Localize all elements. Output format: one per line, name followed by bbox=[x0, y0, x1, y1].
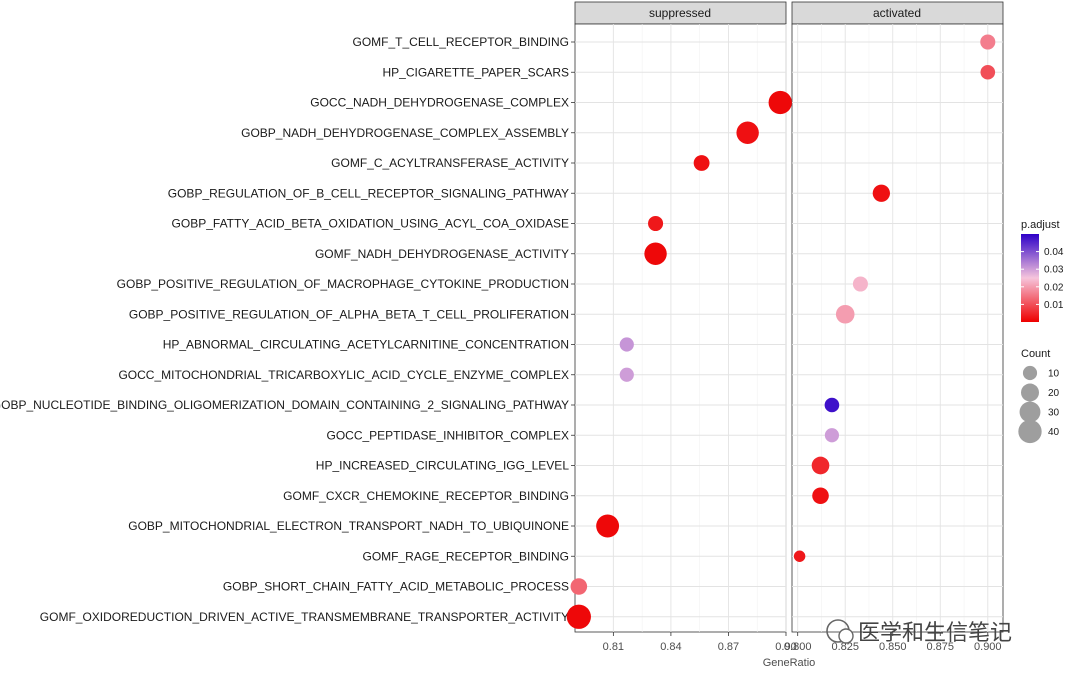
legend-colorbar bbox=[1021, 234, 1039, 322]
legend-colorbar-ticks: 0.01 0.02 0.03 0.04 bbox=[1021, 247, 1064, 311]
point-suppressed bbox=[644, 242, 667, 265]
facet-suppressed: suppressed bbox=[574, 1, 787, 633]
point-suppressed bbox=[693, 155, 710, 171]
size-key-label: 30 bbox=[1048, 408, 1060, 419]
colorbar-tick-label: 0.03 bbox=[1044, 265, 1064, 276]
size-key-dot bbox=[1018, 419, 1042, 444]
legend-size-keys: 10 20 30 40 bbox=[1018, 365, 1060, 444]
point-suppressed bbox=[570, 578, 588, 595]
point-suppressed bbox=[566, 604, 591, 629]
term-label: GOMF_CXCR_CHEMOKINE_RECEPTOR_BINDING bbox=[283, 489, 569, 503]
term-label: GOMF_NADH_DEHYDROGENASE_ACTIVITY bbox=[315, 247, 569, 261]
point-activated bbox=[835, 304, 855, 324]
term-label: GOMF_C_ACYLTRANSFERASE_ACTIVITY bbox=[331, 156, 569, 170]
term-label: HP_ABNORMAL_CIRCULATING_ACETYLCARNITINE_… bbox=[163, 338, 569, 352]
x-axis-ticks-suppressed: 0.81 0.84 0.87 0.90 bbox=[603, 632, 797, 653]
point-suppressed bbox=[619, 367, 634, 382]
term-label: GOBP_NUCLEOTIDE_BINDING_OLIGOMERIZATION_… bbox=[0, 398, 569, 412]
term-label: HP_INCREASED_CIRCULATING_IGG_LEVEL bbox=[316, 459, 570, 473]
point-activated bbox=[812, 487, 829, 505]
x-tick-label: 0.900 bbox=[974, 641, 1002, 653]
point-suppressed bbox=[736, 121, 759, 144]
x-tick-label: 0.825 bbox=[831, 641, 859, 653]
gridlines-activated bbox=[792, 24, 1003, 632]
x-tick-label: 0.87 bbox=[718, 641, 739, 653]
point-suppressed bbox=[648, 215, 664, 232]
x-tick-label: 0.84 bbox=[660, 641, 681, 653]
panel-activated bbox=[791, 23, 1004, 633]
wechat-icon-bubble bbox=[838, 628, 854, 644]
term-label: GOCC_PEPTIDASE_INHIBITOR_COMPLEX bbox=[326, 428, 569, 442]
size-key-dot bbox=[1022, 365, 1038, 381]
point-activated bbox=[793, 550, 806, 562]
legend-count: Count 10 20 30 40 bbox=[1018, 348, 1060, 444]
legend-p-adjust-title: p.adjust bbox=[1021, 219, 1060, 231]
term-label: GOMF_T_CELL_RECEPTOR_BINDING bbox=[353, 35, 570, 49]
facet-strip-label-activated: activated bbox=[873, 6, 921, 20]
point-suppressed bbox=[768, 90, 792, 115]
size-key-label: 20 bbox=[1048, 388, 1060, 399]
facet-activated: activated bbox=[791, 1, 1004, 633]
legend-count-title: Count bbox=[1021, 348, 1050, 360]
x-axis-title: GeneRatio bbox=[763, 657, 816, 669]
term-label: GOBP_NADH_DEHYDROGENASE_COMPLEX_ASSEMBLY bbox=[241, 126, 569, 140]
size-key-dot bbox=[1021, 383, 1039, 402]
size-key-label: 10 bbox=[1048, 369, 1060, 380]
panel-suppressed bbox=[574, 23, 787, 633]
data-points bbox=[566, 34, 996, 629]
colorbar-tick-label: 0.02 bbox=[1044, 282, 1064, 293]
term-label: GOBP_SHORT_CHAIN_FATTY_ACID_METABOLIC_PR… bbox=[223, 580, 569, 594]
term-label: GOBP_POSITIVE_REGULATION_OF_MACROPHAGE_C… bbox=[117, 277, 569, 291]
point-activated bbox=[872, 184, 890, 202]
point-activated bbox=[980, 64, 996, 80]
point-activated bbox=[824, 428, 840, 443]
x-tick-label: 0.850 bbox=[879, 641, 907, 653]
x-tick-label: 0.875 bbox=[927, 641, 955, 653]
term-label: GOCC_NADH_DEHYDROGENASE_COMPLEX bbox=[310, 96, 569, 110]
term-label: GOMF_RAGE_RECEPTOR_BINDING bbox=[363, 549, 569, 563]
term-label: GOBP_FATTY_ACID_BETA_OXIDATION_USING_ACY… bbox=[172, 217, 569, 231]
point-activated bbox=[852, 276, 868, 292]
term-label: HP_CIGARETTE_PAPER_SCARS bbox=[383, 65, 570, 79]
point-suppressed bbox=[619, 337, 634, 352]
size-key-dot bbox=[1019, 401, 1041, 423]
term-label: GOBP_MITOCHONDRIAL_ELECTRON_TRANSPORT_NA… bbox=[128, 519, 569, 533]
x-tick-label: 0.800 bbox=[784, 641, 812, 653]
facet-strip-label-suppressed: suppressed bbox=[649, 6, 711, 20]
legend-p-adjust: p.adjust 0.01 0.02 0.03 0.04 bbox=[1021, 219, 1064, 322]
term-label: GOCC_MITOCHONDRIAL_TRICARBOXYLIC_ACID_CY… bbox=[118, 368, 569, 382]
watermark-text: 医学和生信笔记 bbox=[858, 620, 1012, 645]
point-activated bbox=[824, 397, 840, 413]
colorbar-tick-label: 0.01 bbox=[1044, 300, 1064, 311]
term-label: GOBP_REGULATION_OF_B_CELL_RECEPTOR_SIGNA… bbox=[168, 186, 569, 200]
size-key-label: 40 bbox=[1048, 427, 1060, 438]
x-axis-ticks-activated: 0.800 0.825 0.850 0.875 0.900 bbox=[784, 632, 1002, 653]
term-label: GOMF_OXIDOREDUCTION_DRIVEN_ACTIVE_TRANSM… bbox=[40, 610, 569, 624]
point-activated bbox=[811, 456, 830, 475]
point-suppressed bbox=[596, 514, 620, 538]
watermark: 医学和生信笔记 bbox=[826, 619, 1012, 645]
term-label: GOBP_POSITIVE_REGULATION_OF_ALPHA_BETA_T… bbox=[129, 307, 569, 321]
point-activated bbox=[980, 34, 996, 50]
colorbar-tick-label: 0.04 bbox=[1044, 247, 1064, 258]
x-tick-label: 0.81 bbox=[603, 641, 624, 653]
x-tick-label: 0.90 bbox=[775, 641, 796, 653]
y-axis-term-labels: GOMF_T_CELL_RECEPTOR_BINDING HP_CIGARETTE… bbox=[0, 35, 575, 624]
